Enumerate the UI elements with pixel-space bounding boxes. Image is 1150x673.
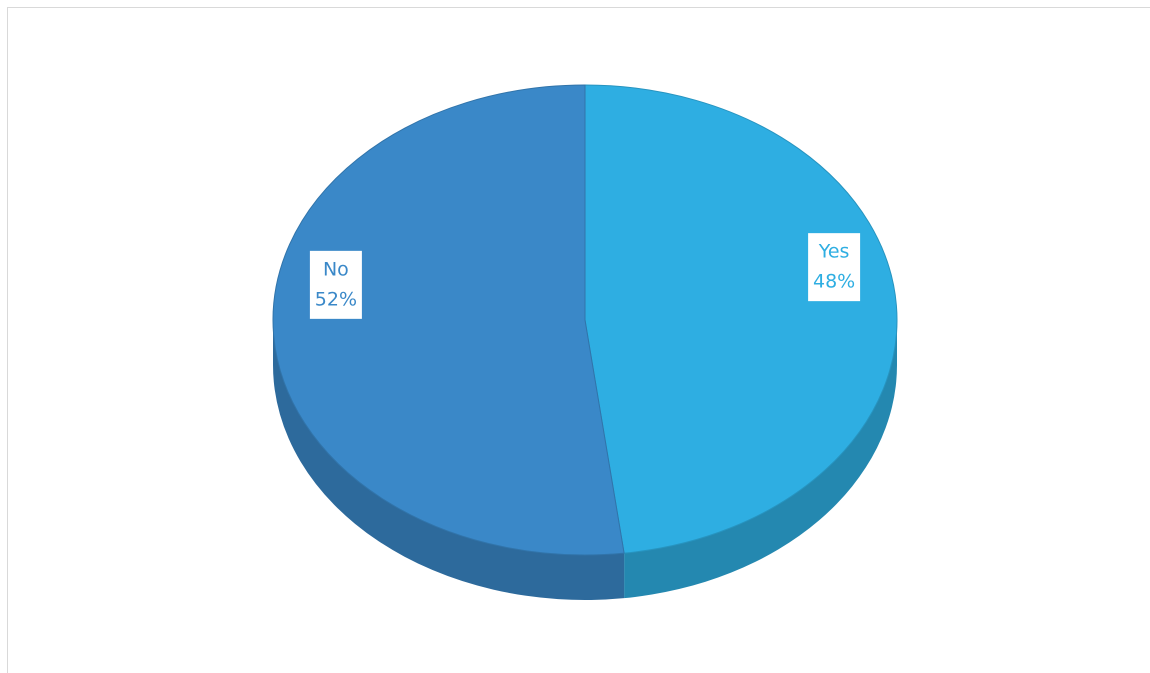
pie-slice-side	[624, 320, 897, 599]
data-label-value: 52%	[315, 288, 357, 310]
pie-slice	[272, 84, 625, 556]
pie-slice-side	[273, 320, 625, 600]
data-label-box	[806, 231, 863, 304]
data-label-box	[307, 248, 364, 321]
data-label-category: No	[323, 258, 349, 280]
pie-slice	[584, 84, 898, 554]
data-label-category: Yes	[818, 241, 850, 263]
data-label-value: 48%	[813, 271, 855, 293]
